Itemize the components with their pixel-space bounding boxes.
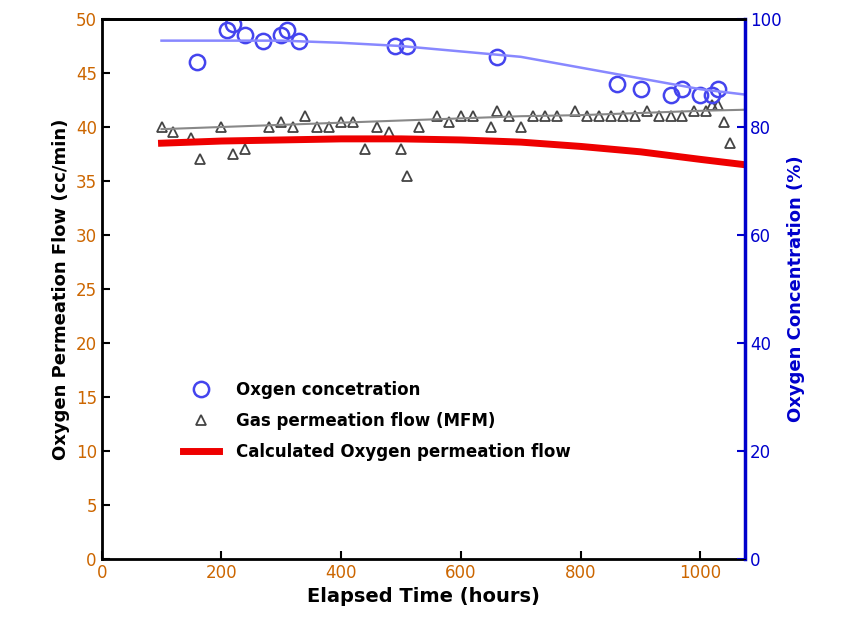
Gas permeation flow (MFM) bbox=[504, 112, 514, 120]
Gas permeation flow (MFM) bbox=[678, 112, 688, 120]
Gas permeation flow (MFM) bbox=[313, 123, 323, 131]
Gas permeation flow (MFM) bbox=[360, 145, 370, 152]
Gas permeation flow (MFM) bbox=[641, 107, 651, 114]
Gas permeation flow (MFM) bbox=[186, 134, 197, 142]
Gas permeation flow (MFM) bbox=[241, 145, 251, 152]
Gas permeation flow (MFM) bbox=[492, 107, 502, 114]
Oxgen concetration bbox=[294, 37, 304, 44]
Oxgen concetration bbox=[695, 91, 706, 98]
Gas permeation flow (MFM) bbox=[713, 102, 723, 109]
Oxgen concetration bbox=[229, 20, 239, 28]
Oxgen concetration bbox=[276, 32, 286, 39]
Gas permeation flow (MFM) bbox=[157, 123, 167, 131]
Gas permeation flow (MFM) bbox=[216, 123, 226, 131]
Oxgen concetration bbox=[707, 91, 717, 98]
Gas permeation flow (MFM) bbox=[456, 112, 466, 120]
Calculated Oxygen permeation flow bbox=[740, 161, 750, 169]
Calculated Oxygen permeation flow bbox=[396, 135, 406, 143]
Gas permeation flow (MFM) bbox=[414, 123, 424, 131]
Oxgen concetration bbox=[713, 86, 723, 93]
Gas permeation flow (MFM) bbox=[300, 112, 310, 120]
Gas permeation flow (MFM) bbox=[372, 123, 382, 131]
Gas permeation flow (MFM) bbox=[617, 112, 628, 120]
Gas permeation flow (MFM) bbox=[594, 112, 604, 120]
Gas permeation flow (MFM) bbox=[707, 102, 717, 109]
X-axis label: Elapsed Time (hours): Elapsed Time (hours) bbox=[307, 587, 540, 606]
Gas permeation flow (MFM) bbox=[629, 112, 639, 120]
Oxgen concetration bbox=[282, 26, 292, 34]
Gas permeation flow (MFM) bbox=[725, 140, 735, 147]
Calculated Oxygen permeation flow bbox=[157, 140, 167, 147]
Oxgen concetration bbox=[402, 42, 412, 50]
Gas permeation flow (MFM) bbox=[384, 129, 394, 137]
Oxgen concetration bbox=[241, 32, 251, 39]
Gas permeation flow (MFM) bbox=[288, 123, 298, 131]
Oxgen concetration bbox=[666, 91, 676, 98]
Gas permeation flow (MFM) bbox=[276, 118, 286, 126]
Gas permeation flow (MFM) bbox=[719, 118, 729, 126]
Oxgen concetration bbox=[390, 42, 400, 50]
Oxgen concetration bbox=[612, 80, 622, 88]
Oxgen concetration bbox=[258, 37, 268, 44]
Calculated Oxygen permeation flow bbox=[576, 143, 586, 150]
Gas permeation flow (MFM) bbox=[582, 112, 592, 120]
Calculated Oxygen permeation flow bbox=[695, 156, 706, 163]
Calculated Oxygen permeation flow bbox=[635, 148, 645, 156]
Gas permeation flow (MFM) bbox=[570, 107, 580, 114]
Gas permeation flow (MFM) bbox=[516, 123, 526, 131]
Oxgen concetration bbox=[192, 58, 202, 66]
Oxgen concetration bbox=[492, 53, 502, 61]
Gas permeation flow (MFM) bbox=[396, 145, 406, 152]
Gas permeation flow (MFM) bbox=[336, 118, 346, 126]
Gas permeation flow (MFM) bbox=[486, 123, 496, 131]
Gas permeation flow (MFM) bbox=[551, 112, 562, 120]
Gas permeation flow (MFM) bbox=[653, 112, 663, 120]
Calculated Oxygen permeation flow bbox=[456, 136, 466, 144]
Calculated Oxygen permeation flow bbox=[216, 137, 226, 145]
Gas permeation flow (MFM) bbox=[528, 112, 538, 120]
Gas permeation flow (MFM) bbox=[324, 123, 335, 131]
Gas permeation flow (MFM) bbox=[169, 129, 179, 137]
Legend: Oxgen concetration, Gas permeation flow (MFM), Calculated Oxygen permeation flow: Oxgen concetration, Gas permeation flow … bbox=[174, 372, 579, 469]
Gas permeation flow (MFM) bbox=[432, 112, 442, 120]
Oxgen concetration bbox=[635, 86, 645, 93]
Gas permeation flow (MFM) bbox=[540, 112, 550, 120]
Gas permeation flow (MFM) bbox=[701, 107, 711, 114]
Gas permeation flow (MFM) bbox=[196, 156, 206, 163]
Calculated Oxygen permeation flow bbox=[336, 135, 346, 143]
Oxgen concetration bbox=[678, 86, 688, 93]
Calculated Oxygen permeation flow bbox=[276, 136, 286, 144]
Gas permeation flow (MFM) bbox=[264, 123, 274, 131]
Oxgen concetration bbox=[222, 26, 232, 34]
Line: Oxgen concetration: Oxgen concetration bbox=[190, 17, 726, 102]
Line: Calculated Oxygen permeation flow: Calculated Oxygen permeation flow bbox=[162, 139, 745, 165]
Gas permeation flow (MFM) bbox=[402, 172, 412, 180]
Gas permeation flow (MFM) bbox=[689, 107, 700, 114]
Gas permeation flow (MFM) bbox=[444, 118, 454, 126]
Gas permeation flow (MFM) bbox=[229, 150, 239, 158]
Calculated Oxygen permeation flow bbox=[516, 138, 526, 146]
Y-axis label: Oxygen Permeation Flow (cc/min): Oxygen Permeation Flow (cc/min) bbox=[53, 118, 70, 460]
Y-axis label: Oxygen Concentration (%): Oxygen Concentration (%) bbox=[788, 156, 805, 422]
Line: Gas permeation flow (MFM): Gas permeation flow (MFM) bbox=[157, 100, 735, 180]
Gas permeation flow (MFM) bbox=[666, 112, 676, 120]
Gas permeation flow (MFM) bbox=[468, 112, 478, 120]
Gas permeation flow (MFM) bbox=[348, 118, 358, 126]
Gas permeation flow (MFM) bbox=[606, 112, 616, 120]
